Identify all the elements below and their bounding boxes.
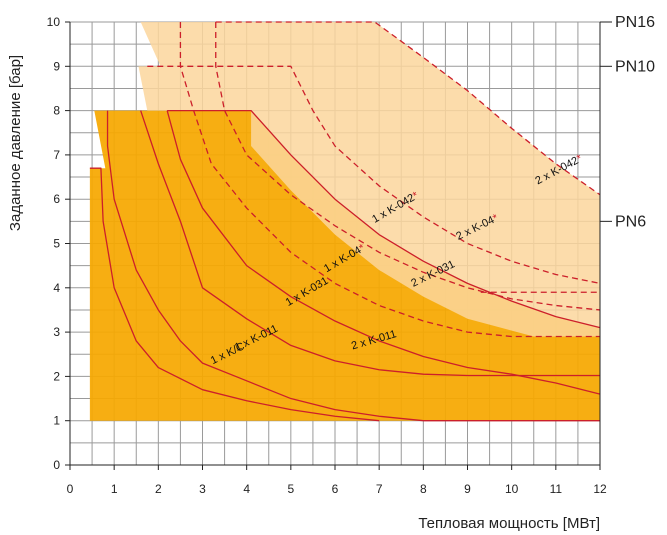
series-line xyxy=(166,110,601,395)
x-tick-label: 12 xyxy=(593,482,607,496)
x-tick-label: 6 xyxy=(332,482,339,496)
x-tick-label: 10 xyxy=(505,482,519,496)
y-axis-title: Заданное давление [бар] xyxy=(7,55,24,231)
y-tick-label: 9 xyxy=(53,59,60,73)
x-tick-label: 7 xyxy=(376,482,383,496)
y-tick-label: 4 xyxy=(53,281,60,295)
y-tick-label: 3 xyxy=(53,325,60,339)
region-light-orange xyxy=(138,22,601,337)
y-tick-label: 0 xyxy=(53,458,60,472)
x-axis-title: Тепловая мощность [МВт] xyxy=(418,515,600,532)
y-tick-label: 7 xyxy=(53,148,60,162)
pn-label: PN10 xyxy=(615,58,655,75)
series-line xyxy=(167,109,601,329)
x-tick-label: 2 xyxy=(155,482,162,496)
pressure-classes: PN16 PN10 PN6 xyxy=(600,14,655,230)
series-line xyxy=(215,21,601,196)
series-line xyxy=(215,22,601,311)
y-tick-label: 2 xyxy=(53,369,60,383)
series-line xyxy=(179,22,600,338)
y-tick-label: 6 xyxy=(53,192,60,206)
x-tick-label: 4 xyxy=(243,482,250,496)
x-tick-label: 11 xyxy=(550,482,563,496)
x-tick-label: 3 xyxy=(199,482,206,496)
x-tick-label: 8 xyxy=(420,482,427,496)
region-orange xyxy=(89,110,600,421)
y-tick-label: 10 xyxy=(47,15,61,29)
x-tick-label: 0 xyxy=(67,482,74,496)
area-regions xyxy=(89,22,601,421)
x-tick-label: 9 xyxy=(464,482,471,496)
series-line xyxy=(147,65,601,285)
pn-label: PN16 xyxy=(615,14,655,31)
y-tick-label: 8 xyxy=(53,104,60,118)
series-line xyxy=(140,110,600,377)
pn-label: PN6 xyxy=(615,213,646,230)
series-line xyxy=(89,167,380,422)
y-tick-label: 5 xyxy=(53,237,60,251)
series-lines xyxy=(89,21,601,422)
x-tick-label: 5 xyxy=(287,482,294,496)
series-line xyxy=(106,110,600,422)
x-tick-label: 1 xyxy=(111,482,118,496)
y-tick-label: 1 xyxy=(53,414,60,428)
